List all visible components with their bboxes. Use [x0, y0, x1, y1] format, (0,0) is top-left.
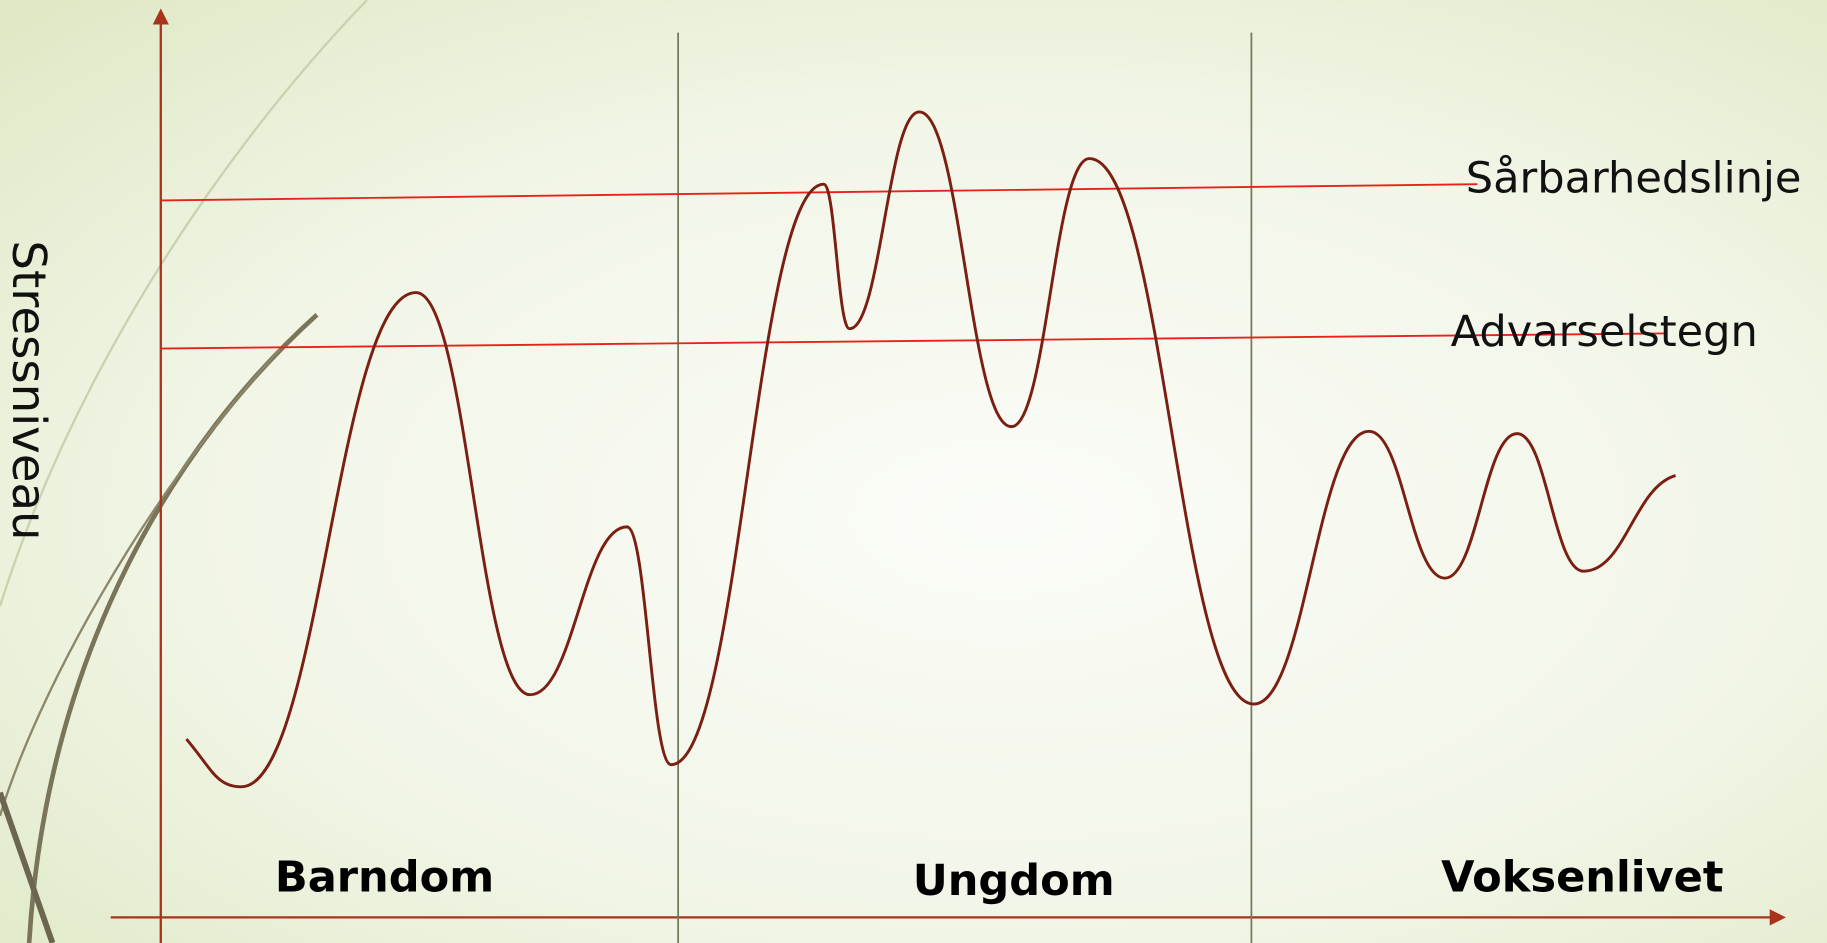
line-label: Advarselstegn — [1451, 307, 1758, 357]
page: Stressniveau Sårbarhedslinje Advarselste… — [0, 0, 1827, 943]
phase-label: Voksenlivet — [1441, 853, 1723, 903]
axis-label: Stressniveau — [2, 240, 56, 540]
slide: Stressniveau Sårbarhedslinje Advarselste… — [0, 0, 1827, 943]
background — [0, 0, 1827, 943]
line-label: Sårbarhedslinje — [1466, 153, 1802, 203]
phase-label: Ungdom — [913, 856, 1115, 906]
phase-label: Barndom — [275, 853, 494, 903]
